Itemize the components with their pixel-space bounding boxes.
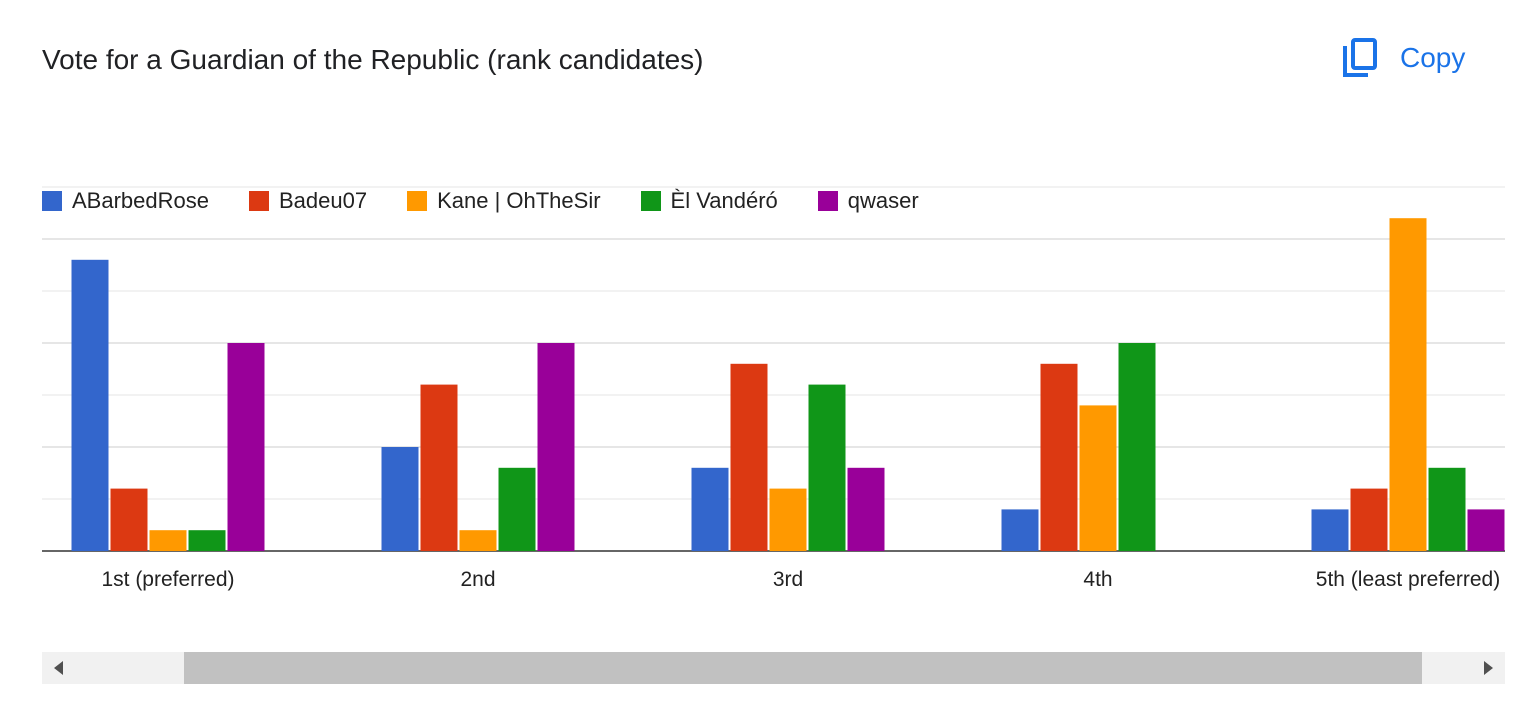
bar-qwaser-2 xyxy=(537,343,575,551)
bar-kane-ohthesir-3 xyxy=(769,488,807,551)
scroll-right-icon[interactable] xyxy=(1484,661,1493,675)
bar-badeu07-1 xyxy=(110,488,148,551)
bar-badeu07-3 xyxy=(730,363,768,551)
legend-label: qwaser xyxy=(847,188,919,213)
bar-qwaser-1 xyxy=(227,343,265,551)
legend-label: ABarbedRose xyxy=(72,188,209,213)
bar--l-vand-r--2 xyxy=(498,467,536,551)
legend-label: Kane | OhTheSir xyxy=(437,188,601,213)
bar-kane-ohthesir-5 xyxy=(1389,218,1427,551)
bar-abarbedrose-1 xyxy=(71,259,109,551)
bar-badeu07-2 xyxy=(420,384,458,551)
copy-icon xyxy=(1343,38,1377,77)
scrollbar-thumb[interactable] xyxy=(184,652,1422,684)
bar-qwaser-3 xyxy=(847,467,885,551)
legend-swatch xyxy=(817,191,838,211)
legend-item[interactable]: Badeu07 xyxy=(248,188,368,214)
legend-label: Badeu07 xyxy=(278,188,368,213)
horizontal-scrollbar[interactable] xyxy=(42,652,1505,684)
legend-swatch xyxy=(248,191,269,211)
legend-item[interactable]: Kane | OhTheSir xyxy=(407,188,601,214)
legend-item[interactable]: qwaser xyxy=(817,188,919,214)
bar--l-vand-r--5 xyxy=(1428,467,1466,551)
legend-swatch xyxy=(640,191,661,211)
x-tick-label: 5th (least preferred) xyxy=(1316,568,1500,591)
bar-badeu07-5 xyxy=(1350,488,1388,551)
legend-label: Èl Vandéró xyxy=(670,188,778,213)
bar-kane-ohthesir-4 xyxy=(1079,405,1117,551)
legend-item[interactable]: Èl Vandéró xyxy=(640,188,778,214)
bar-abarbedrose-3 xyxy=(691,467,729,551)
bar-qwaser-5 xyxy=(1467,509,1505,551)
bar-kane-ohthesir-2 xyxy=(459,530,497,551)
bar-abarbedrose-4 xyxy=(1001,509,1039,551)
bar-kane-ohthesir-1 xyxy=(149,530,187,551)
bar-chart: 1st (preferred) 2nd 3rd 4th 5th (least prefe… xyxy=(42,186,1505,591)
bar--l-vand-r--1 xyxy=(188,530,226,551)
legend-swatch xyxy=(407,191,428,211)
copy-button[interactable]: Copy xyxy=(1342,38,1465,78)
legend-swatch xyxy=(42,191,62,211)
legend-item[interactable]: ABarbedRose xyxy=(42,188,209,214)
chart-legend: ABarbedRose Badeu07 Kane | OhTheSir Èl Vand… xyxy=(42,188,959,214)
copy-label: Copy xyxy=(1400,42,1466,73)
x-tick-label: 4th xyxy=(1083,568,1112,591)
chart-title: Vote for a Guardian of the Republic (ran… xyxy=(42,44,704,75)
bar--l-vand-r--3 xyxy=(808,384,846,551)
bar-abarbedrose-2 xyxy=(381,447,419,551)
bar--l-vand-r--4 xyxy=(1118,343,1156,551)
x-tick-label: 2nd xyxy=(460,568,495,591)
scroll-left-icon[interactable] xyxy=(54,661,63,675)
bar-abarbedrose-5 xyxy=(1311,509,1349,551)
x-tick-label: 3rd xyxy=(773,568,803,591)
bar-badeu07-4 xyxy=(1040,363,1078,551)
x-tick-label: 1st (preferred) xyxy=(101,568,234,591)
